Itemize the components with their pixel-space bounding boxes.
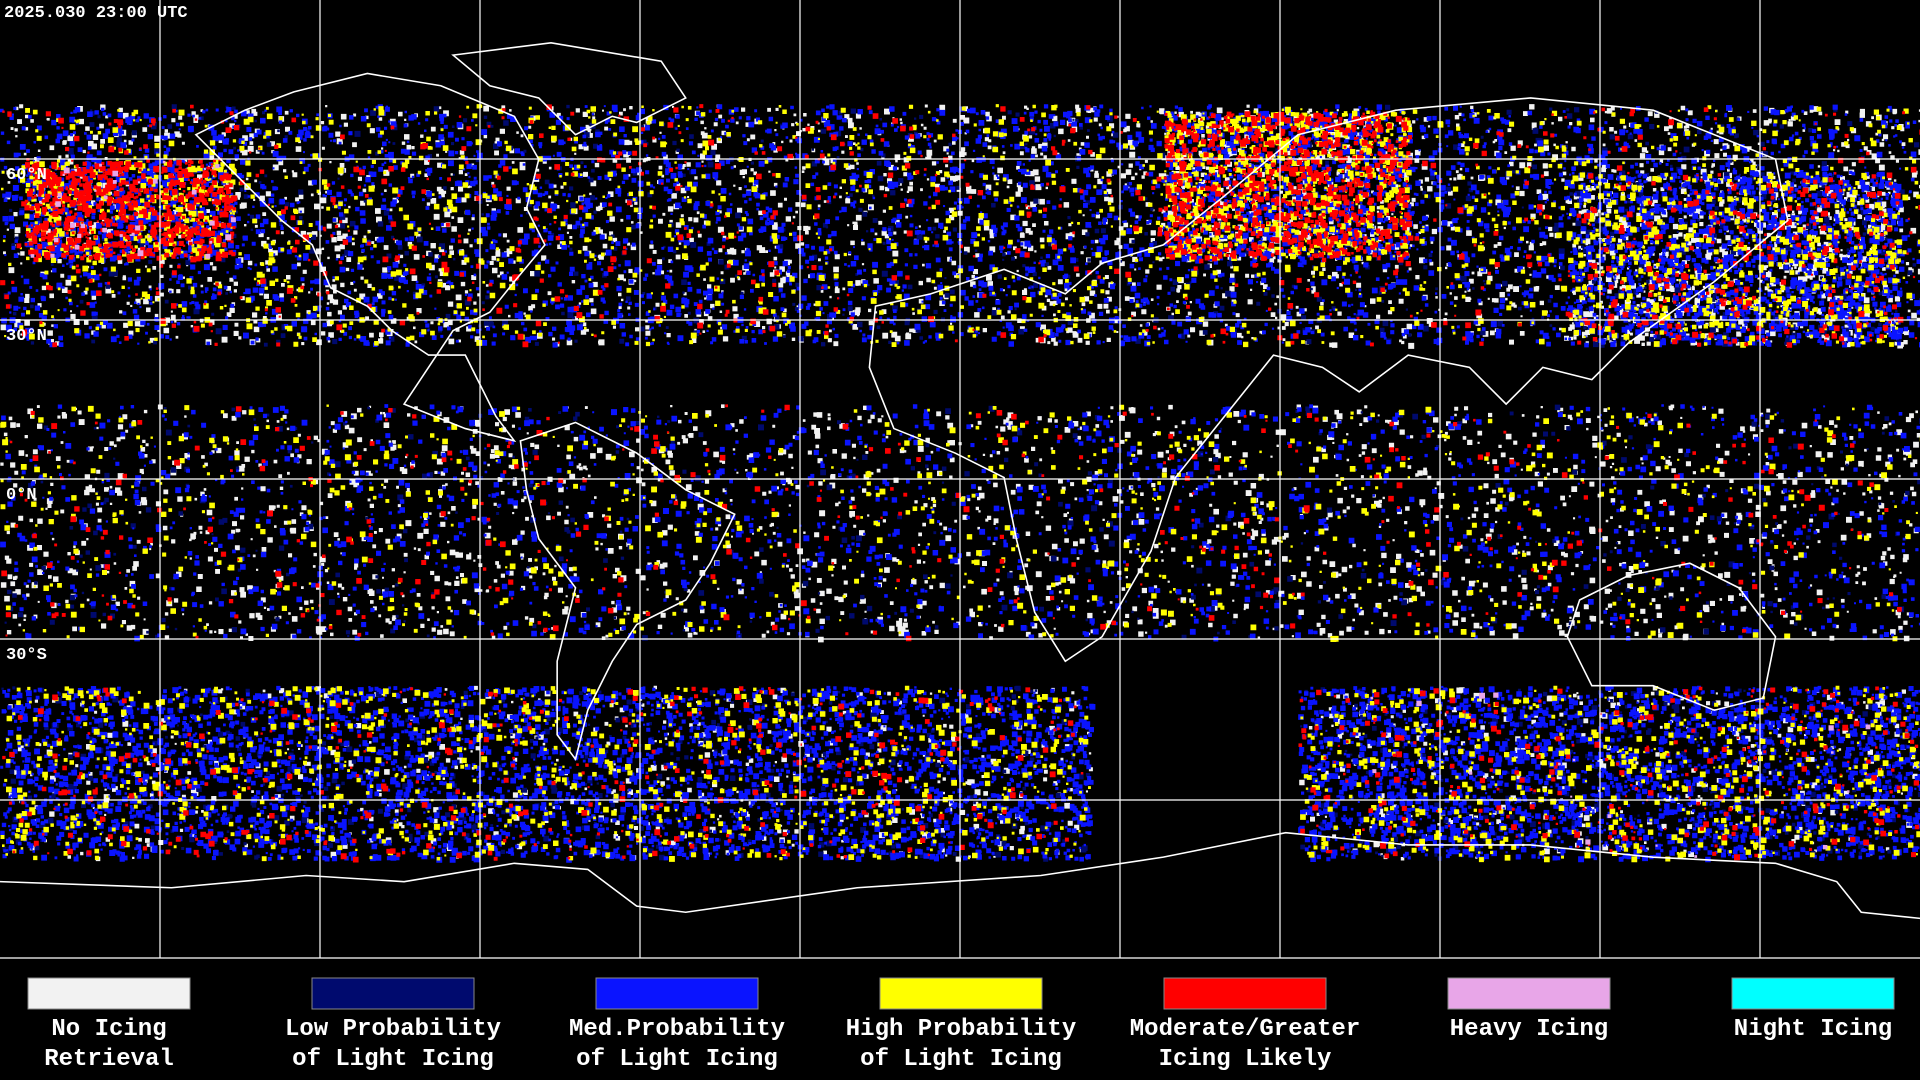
legend-label: No Icing: [51, 1016, 166, 1043]
legend-label: Med.Probability: [569, 1016, 785, 1043]
antarctica: [0, 831, 1920, 920]
legend-swatch: [1163, 977, 1327, 1010]
greenland: [451, 42, 687, 136]
latitude-label: 0°N: [6, 486, 37, 505]
legend-label: Heavy Icing: [1450, 1016, 1608, 1043]
legend-swatch: [595, 977, 759, 1010]
legend-label: Moderate/Greater: [1130, 1016, 1360, 1043]
coastlines: [0, 42, 1920, 920]
legend-swatch: [879, 977, 1043, 1010]
legend-label: Night Icing: [1734, 1016, 1892, 1043]
legend-label: of Light Icing: [576, 1046, 778, 1073]
africa-eurasia: [868, 97, 1789, 663]
latitude-label: 30°N: [6, 327, 47, 346]
legend: No Icing Retrieval Low Probability of Light…: [27, 977, 1895, 1073]
legend-label: Icing Likely: [1159, 1046, 1332, 1073]
latitude-label: 30°S: [6, 646, 47, 665]
legend-swatch: [311, 977, 475, 1010]
legend-label: of Light Icing: [292, 1046, 494, 1073]
south-america: [519, 421, 736, 762]
legend-swatch: [1447, 977, 1611, 1010]
legend-label: High Probability: [846, 1016, 1076, 1043]
graticule: [0, 0, 1920, 959]
australia: [1566, 562, 1777, 712]
legend-swatch: [1731, 977, 1895, 1010]
legend-label: Low Probability: [285, 1016, 501, 1043]
legend-swatch: [27, 977, 191, 1010]
latitude-labels: 60°N 30°N 0°N 30°S: [6, 166, 47, 665]
timestamp: 2025.030 23:00 UTC: [4, 4, 188, 23]
legend-label: of Light Icing: [860, 1046, 1062, 1073]
legend-label: Retrieval: [44, 1046, 174, 1073]
north-america: [194, 72, 546, 443]
latitude-label: 60°N: [6, 166, 47, 185]
